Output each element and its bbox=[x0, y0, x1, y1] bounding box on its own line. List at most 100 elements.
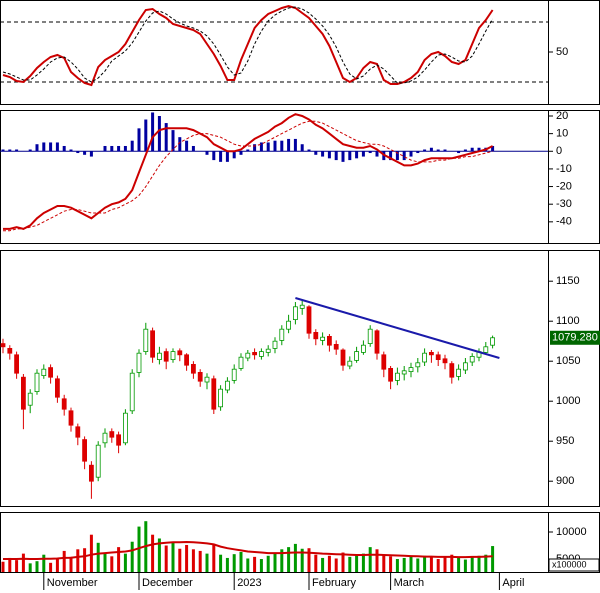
bar bbox=[96, 542, 100, 572]
candle-body bbox=[401, 370, 407, 375]
bar bbox=[348, 556, 352, 572]
bar bbox=[409, 556, 413, 572]
bar bbox=[62, 550, 66, 572]
bar bbox=[382, 554, 386, 572]
bar bbox=[307, 548, 311, 572]
bar bbox=[83, 151, 87, 155]
candle-body bbox=[224, 380, 230, 391]
candle-body bbox=[408, 367, 414, 373]
candle-body bbox=[258, 351, 264, 357]
bar bbox=[423, 149, 427, 152]
bar bbox=[457, 151, 461, 154]
x-tick-label: March bbox=[394, 577, 425, 589]
candle-body bbox=[116, 434, 121, 446]
candle-body bbox=[218, 388, 224, 408]
bar bbox=[266, 142, 270, 152]
x-tick-label: December bbox=[142, 577, 193, 589]
bar bbox=[232, 151, 236, 159]
series-line bbox=[2, 4, 494, 87]
candle-body bbox=[374, 330, 380, 354]
bar bbox=[389, 151, 393, 161]
candle-body bbox=[34, 372, 40, 393]
bar bbox=[205, 151, 209, 155]
candle-body bbox=[0, 343, 6, 348]
candle-body bbox=[14, 354, 20, 374]
y-tick-label: 950 bbox=[556, 435, 574, 447]
bar bbox=[341, 151, 345, 162]
candle-body bbox=[299, 304, 305, 309]
bar bbox=[436, 559, 440, 572]
bar bbox=[191, 549, 195, 572]
bar bbox=[151, 112, 155, 152]
bar bbox=[429, 557, 433, 572]
bar bbox=[212, 151, 216, 161]
candle-body bbox=[68, 410, 74, 426]
bar bbox=[287, 547, 291, 572]
y-tick-label: -40 bbox=[556, 216, 572, 228]
bar bbox=[416, 558, 420, 572]
candle-body bbox=[177, 350, 183, 356]
y-tick-label: 1100 bbox=[556, 315, 580, 327]
bar bbox=[368, 151, 372, 154]
candle-body bbox=[109, 431, 115, 438]
x-tick-label: November bbox=[47, 577, 98, 589]
candle-body bbox=[367, 328, 373, 345]
bar bbox=[219, 151, 223, 162]
y-tick-label: -20 bbox=[556, 180, 572, 192]
bar bbox=[42, 142, 46, 152]
bar bbox=[137, 526, 141, 572]
bar bbox=[423, 555, 427, 572]
candle-body bbox=[306, 306, 312, 334]
bar bbox=[28, 149, 32, 152]
bar bbox=[1, 561, 5, 572]
bar bbox=[259, 559, 263, 572]
bar bbox=[198, 550, 202, 572]
series-line bbox=[3, 113, 494, 230]
bar bbox=[348, 151, 352, 161]
bar bbox=[21, 553, 25, 572]
bar bbox=[293, 138, 297, 152]
candle-body bbox=[442, 358, 448, 364]
bar bbox=[389, 556, 393, 572]
bar bbox=[246, 149, 250, 152]
bar bbox=[341, 552, 345, 572]
bar bbox=[110, 145, 114, 152]
bar bbox=[130, 140, 134, 152]
bar bbox=[130, 541, 134, 572]
candle-body bbox=[95, 444, 101, 478]
bar bbox=[137, 128, 141, 152]
bar bbox=[178, 137, 182, 152]
bar bbox=[402, 557, 406, 572]
candle-body bbox=[490, 337, 496, 346]
candle-body bbox=[326, 335, 332, 346]
candle-body bbox=[55, 378, 60, 398]
candle-body bbox=[184, 354, 190, 366]
candle-body bbox=[292, 306, 298, 320]
candle-body bbox=[469, 355, 475, 363]
candle-body bbox=[435, 354, 441, 360]
candle-body bbox=[449, 363, 455, 378]
candle-body bbox=[211, 378, 217, 410]
candle-body bbox=[61, 398, 67, 410]
bar bbox=[42, 554, 46, 572]
bar bbox=[314, 151, 318, 155]
bar bbox=[15, 149, 19, 152]
bar bbox=[300, 548, 304, 572]
bar bbox=[416, 151, 420, 154]
bar bbox=[484, 554, 488, 572]
bar bbox=[307, 149, 311, 152]
candle-body bbox=[333, 343, 339, 350]
candle-body bbox=[102, 432, 108, 444]
bar bbox=[35, 144, 39, 152]
candle-body bbox=[197, 371, 203, 382]
candle-body bbox=[462, 362, 468, 371]
bar bbox=[470, 557, 474, 572]
bar bbox=[321, 557, 325, 572]
candle-body bbox=[75, 426, 81, 438]
bar bbox=[334, 558, 338, 572]
bar bbox=[157, 115, 161, 152]
candle-body bbox=[48, 367, 53, 378]
candle-body bbox=[123, 412, 128, 444]
bar bbox=[83, 548, 87, 572]
